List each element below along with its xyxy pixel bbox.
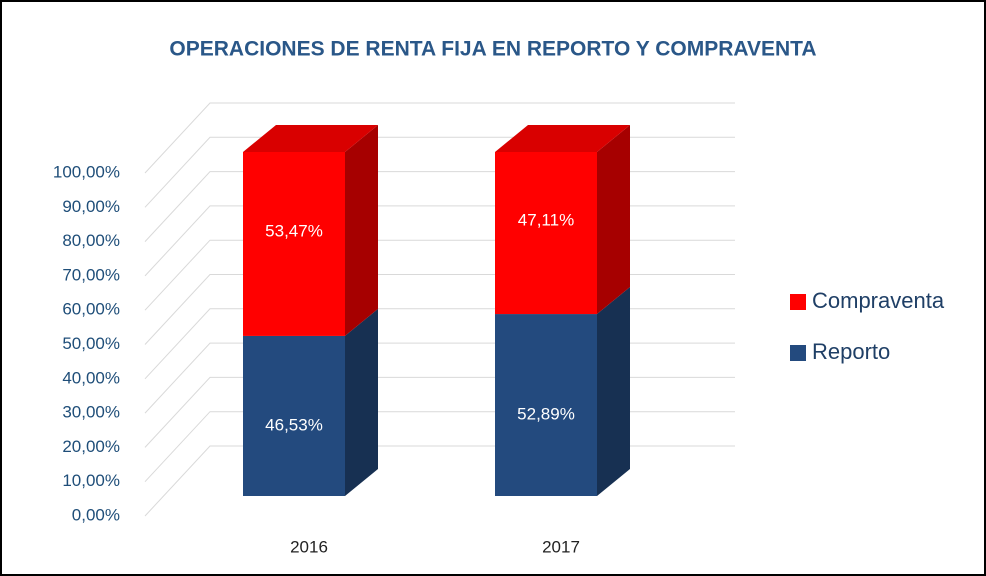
bar-side bbox=[597, 287, 630, 496]
y-tick-label: 100,00% bbox=[53, 162, 120, 181]
bar bbox=[495, 152, 597, 315]
y-tick-label: 50,00% bbox=[62, 334, 120, 353]
bar bbox=[243, 152, 345, 336]
legend-label: Compraventa bbox=[812, 288, 945, 313]
data-label: 46,53% bbox=[265, 415, 323, 434]
y-tick-label: 70,00% bbox=[62, 265, 120, 284]
x-tick-label: 2017 bbox=[542, 537, 580, 556]
legend-label: Reporto bbox=[812, 339, 890, 364]
bar bbox=[495, 314, 597, 496]
y-tick-label: 90,00% bbox=[62, 197, 120, 216]
y-tick-label: 80,00% bbox=[62, 231, 120, 250]
legend-swatch bbox=[790, 345, 806, 361]
bar-top bbox=[495, 125, 630, 152]
bar bbox=[243, 335, 345, 496]
grid-line bbox=[144, 102, 735, 174]
y-tick-label: 0,00% bbox=[72, 505, 120, 524]
x-tick-label: 2016 bbox=[290, 537, 328, 556]
data-label: 52,89% bbox=[517, 405, 575, 424]
bar-side bbox=[345, 125, 378, 336]
bar-side bbox=[597, 125, 630, 315]
y-tick-label: 10,00% bbox=[62, 471, 120, 490]
y-tick-label: 60,00% bbox=[62, 300, 120, 319]
bar-top bbox=[243, 125, 378, 152]
y-tick-label: 20,00% bbox=[62, 437, 120, 456]
y-tick-label: 30,00% bbox=[62, 403, 120, 422]
legend-swatch bbox=[790, 294, 806, 310]
data-label: 53,47% bbox=[265, 221, 323, 240]
bar-side bbox=[345, 308, 378, 496]
y-tick-label: 40,00% bbox=[62, 368, 120, 387]
data-label: 47,11% bbox=[518, 211, 574, 230]
chart-title: OPERACIONES DE RENTA FIJA EN REPORTO Y C… bbox=[169, 38, 816, 61]
